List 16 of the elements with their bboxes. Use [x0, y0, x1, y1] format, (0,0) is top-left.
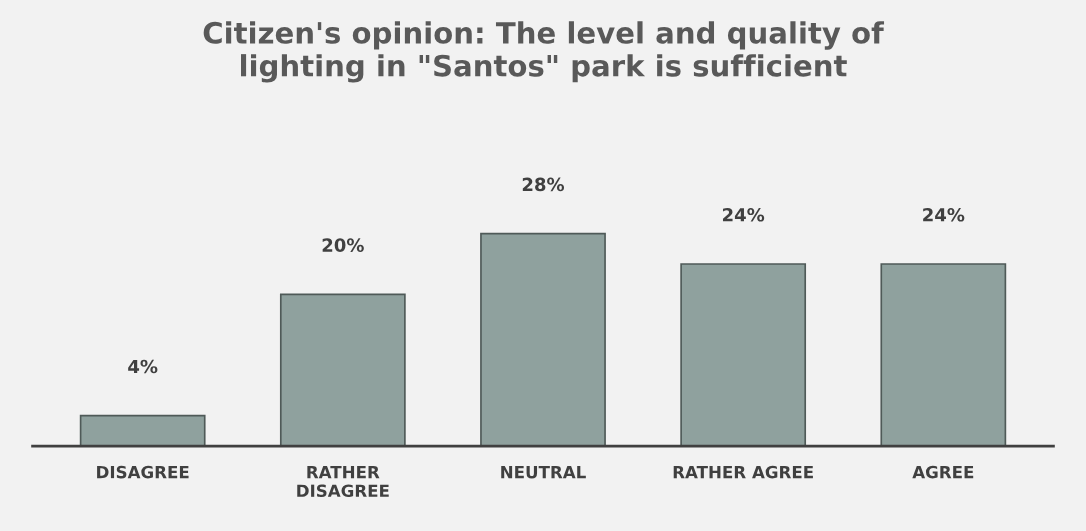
data-label: 4% [128, 359, 158, 374]
data-label: 24% [722, 207, 765, 222]
x-tick-label: AGREE [912, 465, 974, 479]
bar [279, 293, 406, 447]
data-label: 20% [322, 238, 364, 252]
x-tick-label: NEUTRAL [501, 466, 586, 479]
data-label: 24% [923, 207, 965, 222]
x-tick-label: RATHER AGREE [673, 465, 813, 479]
chart-title: Citizen's opinion: The level and quality of lighting in "Santos" park is sufficient [203, 21, 885, 83]
bar [880, 263, 1007, 447]
x-tick-label: RATHER DISAGREE [297, 466, 389, 498]
bar [480, 232, 606, 447]
x-tick-label: DISAGREE [97, 465, 189, 479]
data-label: 28% [522, 177, 565, 192]
bar [680, 263, 807, 447]
bar [79, 414, 206, 447]
